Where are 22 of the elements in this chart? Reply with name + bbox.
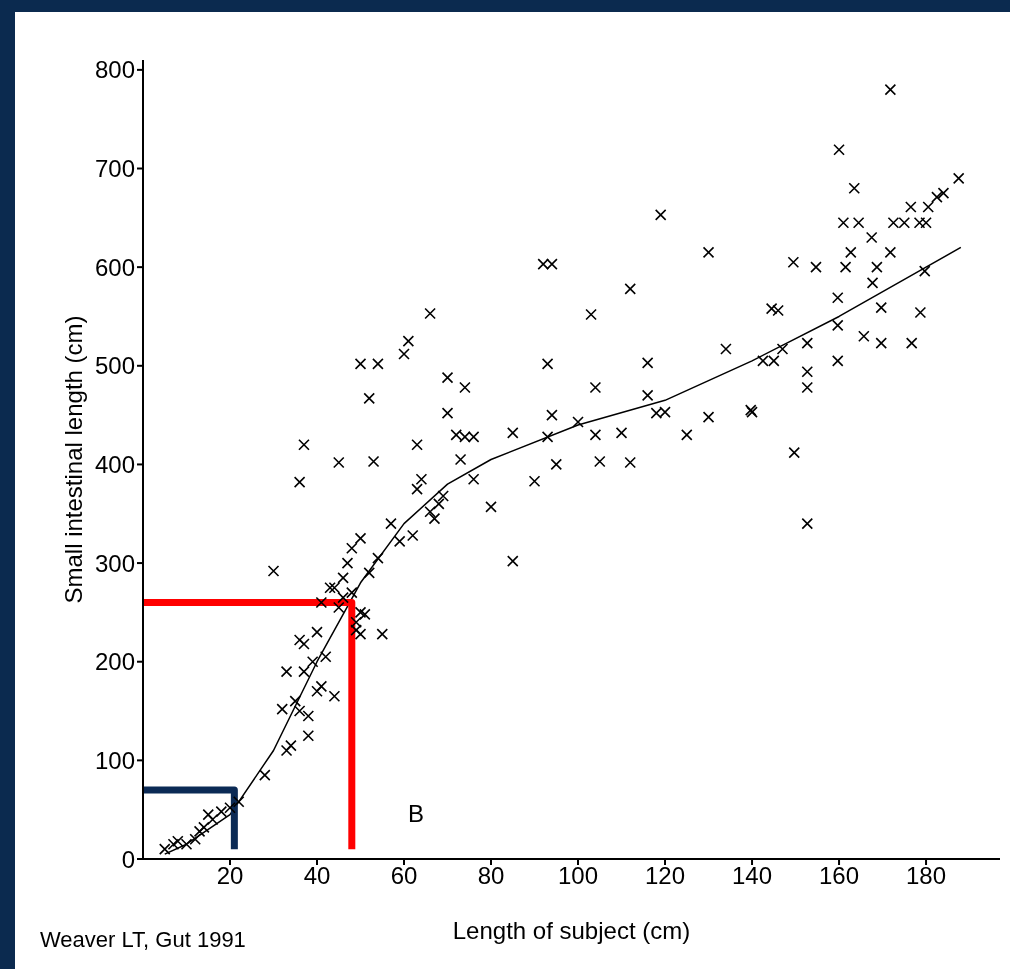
x-tick-label: 140 (732, 862, 773, 890)
y-tick-label: 800 (94, 56, 135, 84)
x-tick-label: 100 (558, 862, 599, 890)
y-tick-label: 300 (94, 549, 135, 577)
x-tick-label: 180 (906, 862, 947, 890)
text: Weaver LT, Gut 1991 (40, 927, 246, 953)
y-axis-title: Small intestinal length (cm) (59, 315, 87, 604)
y-tick-label: 600 (94, 253, 135, 281)
y-tick-label: 200 (94, 648, 135, 676)
x-axis-title: Length of subject (cm) (452, 917, 691, 944)
y-tick-label: 100 (94, 746, 135, 774)
x-tick-label: 160 (819, 862, 860, 890)
x-tick-label: 60 (390, 862, 418, 890)
x-tick-label: 120 (645, 862, 686, 890)
y-tick-label: 500 (94, 352, 135, 380)
y-tick-label: 400 (94, 450, 135, 478)
x-tick-label: 20 (216, 862, 244, 890)
x-tick-label: 80 (477, 862, 505, 890)
y-tick-label: 0 (121, 845, 135, 873)
annotation: B (408, 800, 425, 828)
x-tick-label: 40 (303, 862, 331, 890)
y-tick-label: 700 (94, 155, 135, 183)
